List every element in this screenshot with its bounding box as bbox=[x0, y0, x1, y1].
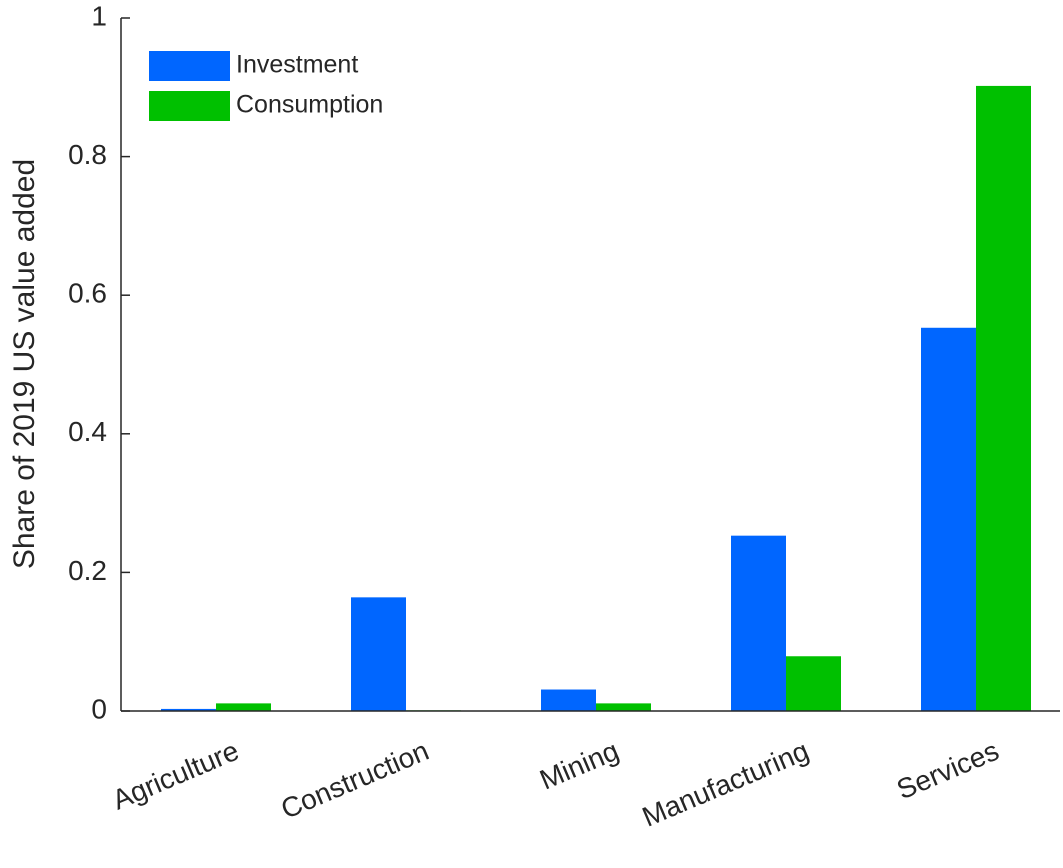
x-tick-label: Agriculture bbox=[108, 735, 243, 816]
legend-swatch bbox=[149, 51, 230, 81]
legend-label: Consumption bbox=[236, 91, 383, 119]
legend-label: Investment bbox=[236, 51, 358, 79]
y-tick-label: 0.2 bbox=[68, 555, 107, 586]
y-tick-label: 0 bbox=[91, 693, 107, 724]
y-tick-label: 0.4 bbox=[68, 416, 107, 447]
x-tick-label: Construction bbox=[276, 735, 433, 825]
x-tick-label: Mining bbox=[535, 735, 623, 796]
bar bbox=[351, 597, 406, 711]
x-tick-label: Services bbox=[892, 735, 1003, 805]
y-tick-label: 0.8 bbox=[68, 139, 107, 170]
x-tick-label: Manufacturing bbox=[638, 735, 813, 833]
bar bbox=[161, 708, 216, 711]
bar bbox=[921, 327, 976, 711]
y-tick-label: 0.6 bbox=[68, 278, 107, 309]
bar bbox=[731, 535, 786, 711]
bar bbox=[786, 656, 841, 711]
y-axis-label: Share of 2019 US value added bbox=[8, 159, 41, 569]
bar bbox=[976, 85, 1031, 711]
legend-swatch bbox=[149, 91, 230, 121]
bar bbox=[216, 703, 271, 711]
bar bbox=[596, 703, 651, 711]
bar bbox=[541, 689, 596, 711]
y-tick-label: 1 bbox=[91, 0, 107, 31]
